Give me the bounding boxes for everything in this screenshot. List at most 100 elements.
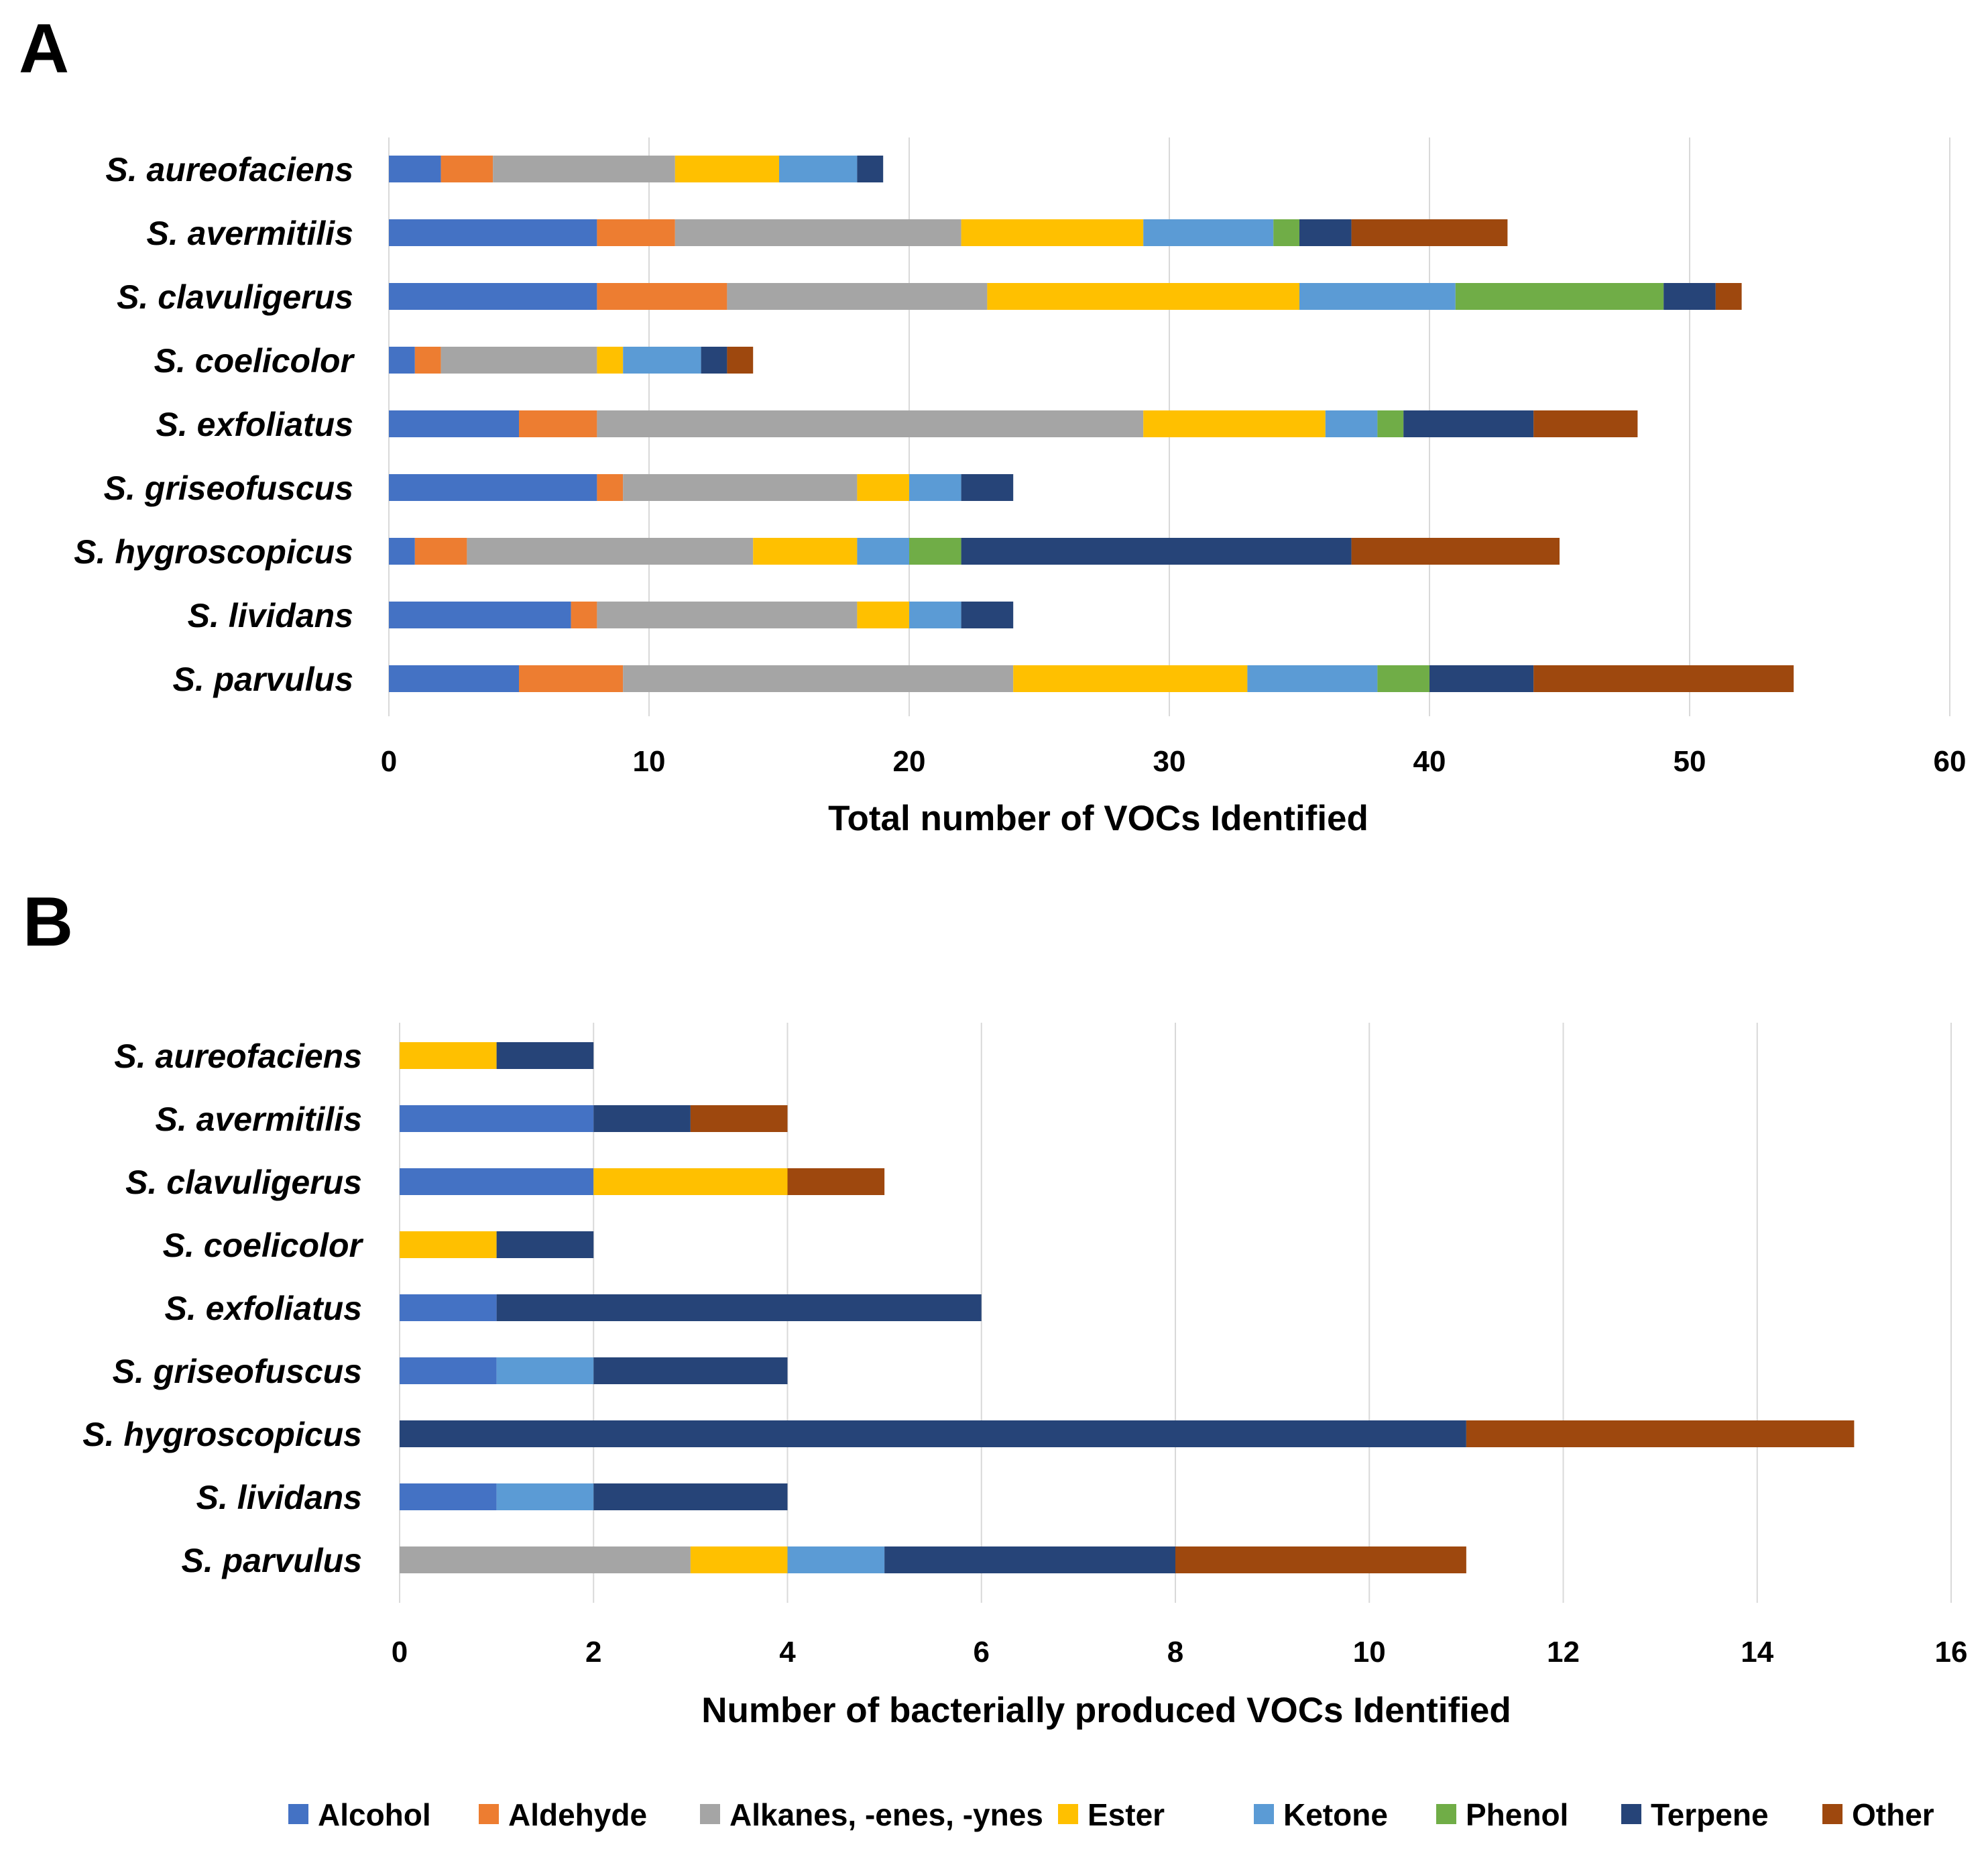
panel-a-bar-s-aureofaciens-alcohol: [389, 156, 441, 182]
panel-b-category-label: S. coelicolor: [163, 1227, 364, 1264]
panel-a-bar-s-lividans-alcohol: [389, 602, 571, 628]
panel-b-x-tick-label: 0: [392, 1636, 408, 1669]
panel-a-bar-s-clavuligerus-terpene: [1663, 283, 1716, 310]
legend-swatch-ketone: [1254, 1804, 1274, 1824]
panel-a-category-label: S. aureofaciens: [105, 151, 353, 188]
panel-a-x-tick-label: 40: [1413, 745, 1446, 778]
panel-a-category-label: S. hygroscopicus: [74, 533, 353, 571]
panel-a-bar-s-lividans-terpene: [961, 602, 1014, 628]
panel-b-bar-s-parvulus-other: [1175, 1546, 1466, 1573]
panel-a-bar-s-hygroscopicus-ketone: [857, 538, 909, 565]
panel-letter-b: B: [23, 883, 73, 961]
panel-b-x-tick-label: 10: [1353, 1636, 1386, 1669]
panel-a-category-label: S. parvulus: [172, 661, 353, 698]
panel-b-bar-s-avermitilis-other: [690, 1105, 788, 1132]
panel-b-category-label: S. aureofaciens: [114, 1037, 362, 1075]
panel-a-bar-s-avermitilis-phenol: [1273, 219, 1299, 246]
legend-swatch-alkanes-enes-ynes: [700, 1804, 720, 1824]
panel-b-bar-s-coelicolor-ester: [400, 1231, 497, 1258]
panel-b-bar-s-clavuligerus-alcohol: [400, 1168, 594, 1195]
panel-a-bar-s-exfoliatus-alcohol: [389, 410, 519, 437]
panel-a-bar-s-parvulus-aldehyde: [519, 665, 624, 692]
panel-a-x-tick-labels: 0 10 20 30 40 50 60: [381, 745, 1967, 778]
panel-a-bar-s-hygroscopicus-other: [1351, 538, 1560, 565]
legend-label-alcohol: Alcohol: [318, 1797, 431, 1832]
panel-a-bar-s-parvulus-alcohol: [389, 665, 519, 692]
panel-b-bar-s-aureofaciens-ester: [400, 1042, 497, 1069]
panel-a-bar-s-coelicolor-aldehyde: [414, 347, 441, 374]
panel-a: A S. aureofaciens S. avermitilis S. clavul…: [19, 10, 1966, 838]
panel-b-x-tick-label: 8: [1167, 1636, 1183, 1669]
panel-a-bars: [389, 156, 1794, 692]
legend-label-alkanes-enes-ynes: Alkanes, -enes, -ynes: [729, 1797, 1043, 1832]
panel-a-bar-s-clavuligerus-aldehyde: [597, 283, 727, 310]
panel-a-category-label: S. coelicolor: [154, 342, 355, 380]
panel-a-x-tick-label: 0: [381, 745, 397, 778]
panel-b-bar-s-avermitilis-terpene: [593, 1105, 691, 1132]
panel-a-bar-s-parvulus-terpene: [1429, 665, 1534, 692]
panel-a-bar-s-griseofuscus-alkanes-enes-ynes: [623, 474, 858, 501]
panel-a-x-tick-label: 20: [893, 745, 926, 778]
legend-label-ester: Ester: [1088, 1797, 1165, 1832]
panel-a-bar-s-clavuligerus-phenol: [1455, 283, 1664, 310]
panel-b-x-tick-label: 2: [585, 1636, 601, 1669]
legend-swatch-ester: [1058, 1804, 1078, 1824]
panel-a-bar-s-exfoliatus-aldehyde: [519, 410, 597, 437]
panel-a-bar-s-parvulus-ketone: [1247, 665, 1378, 692]
legend-swatch-phenol: [1436, 1804, 1456, 1824]
panel-a-bar-s-griseofuscus-ester: [857, 474, 909, 501]
panel-b-bar-s-griseofuscus-alcohol: [400, 1357, 497, 1384]
panel-b-bar-s-parvulus-ester: [690, 1546, 788, 1573]
panel-a-bar-s-parvulus-other: [1533, 665, 1794, 692]
panel-b-category-label: S. hygroscopicus: [82, 1416, 362, 1453]
legend-label-ketone: Ketone: [1283, 1797, 1388, 1832]
panel-b-category-label: S. lividans: [196, 1479, 362, 1516]
panel-a-bar-s-avermitilis-ketone: [1143, 219, 1274, 246]
panel-a-x-tick-label: 50: [1674, 745, 1706, 778]
panel-a-bar-s-coelicolor-terpene: [701, 347, 727, 374]
panel-a-bar-s-griseofuscus-alcohol: [389, 474, 597, 501]
panel-a-bar-s-avermitilis-alkanes-enes-ynes: [675, 219, 961, 246]
legend-swatch-other: [1822, 1804, 1843, 1824]
panel-b-x-tick-label: 6: [974, 1636, 990, 1669]
panel-a-bar-s-exfoliatus-alkanes-enes-ynes: [597, 410, 1144, 437]
panel-a-category-label: S. avermitilis: [147, 215, 354, 252]
panel-a-bar-s-hygroscopicus-alcohol: [389, 538, 415, 565]
legend-label-other: Other: [1852, 1797, 1934, 1832]
legend-swatch-terpene: [1621, 1804, 1641, 1824]
panel-a-bar-s-lividans-ketone: [909, 602, 961, 628]
legend: Alcohol Aldehyde Alkanes, -enes, -ynes Este…: [288, 1797, 1934, 1832]
panel-a-bar-s-clavuligerus-alkanes-enes-ynes: [727, 283, 988, 310]
panel-b-x-axis-title: Number of bacterially produced VOCs Iden…: [701, 1691, 1511, 1730]
panel-a-bar-s-exfoliatus-terpene: [1403, 410, 1534, 437]
panel-a-bar-s-hygroscopicus-phenol: [909, 538, 961, 565]
panel-b-x-tick-label: 12: [1547, 1636, 1580, 1669]
panel-b-bar-s-parvulus-terpene: [884, 1546, 1175, 1573]
panel-b-bar-s-clavuligerus-other: [787, 1168, 885, 1195]
panel-b-bar-s-hygroscopicus-other: [1466, 1420, 1855, 1447]
panel-a-bar-s-aureofaciens-alkanes-enes-ynes: [493, 156, 675, 182]
panel-a-bar-s-coelicolor-alkanes-enes-ynes: [441, 347, 597, 374]
panel-a-bar-s-lividans-aldehyde: [571, 602, 597, 628]
panel-b-bar-s-hygroscopicus-terpene: [400, 1420, 1466, 1447]
panel-b-category-label: S. griseofuscus: [113, 1353, 362, 1390]
panel-letter-a: A: [19, 10, 69, 88]
panel-a-bar-s-coelicolor-other: [727, 347, 754, 374]
panel-a-bar-s-exfoliatus-phenol: [1377, 410, 1404, 437]
panel-a-x-tick-label: 10: [633, 745, 666, 778]
panel-a-bar-s-avermitilis-terpene: [1299, 219, 1352, 246]
panel-a-bar-s-aureofaciens-aldehyde: [441, 156, 493, 182]
panel-a-bar-s-hygroscopicus-alkanes-enes-ynes: [467, 538, 754, 565]
legend-swatch-aldehyde: [479, 1804, 499, 1824]
panel-b-bar-s-parvulus-alkanes-enes-ynes: [400, 1546, 691, 1573]
panel-b-bar-s-clavuligerus-ester: [593, 1168, 788, 1195]
panel-b-x-tick-label: 14: [1741, 1636, 1773, 1669]
panel-a-category-label: S. exfoliatus: [156, 406, 353, 443]
panel-b-bar-s-exfoliatus-terpene: [496, 1294, 982, 1321]
panel-a-bar-s-avermitilis-aldehyde: [597, 219, 675, 246]
panel-b-bar-s-exfoliatus-alcohol: [400, 1294, 497, 1321]
panel-a-bar-s-parvulus-alkanes-enes-ynes: [623, 665, 1014, 692]
legend-label-terpene: Terpene: [1651, 1797, 1769, 1832]
panel-a-bar-s-lividans-alkanes-enes-ynes: [597, 602, 858, 628]
